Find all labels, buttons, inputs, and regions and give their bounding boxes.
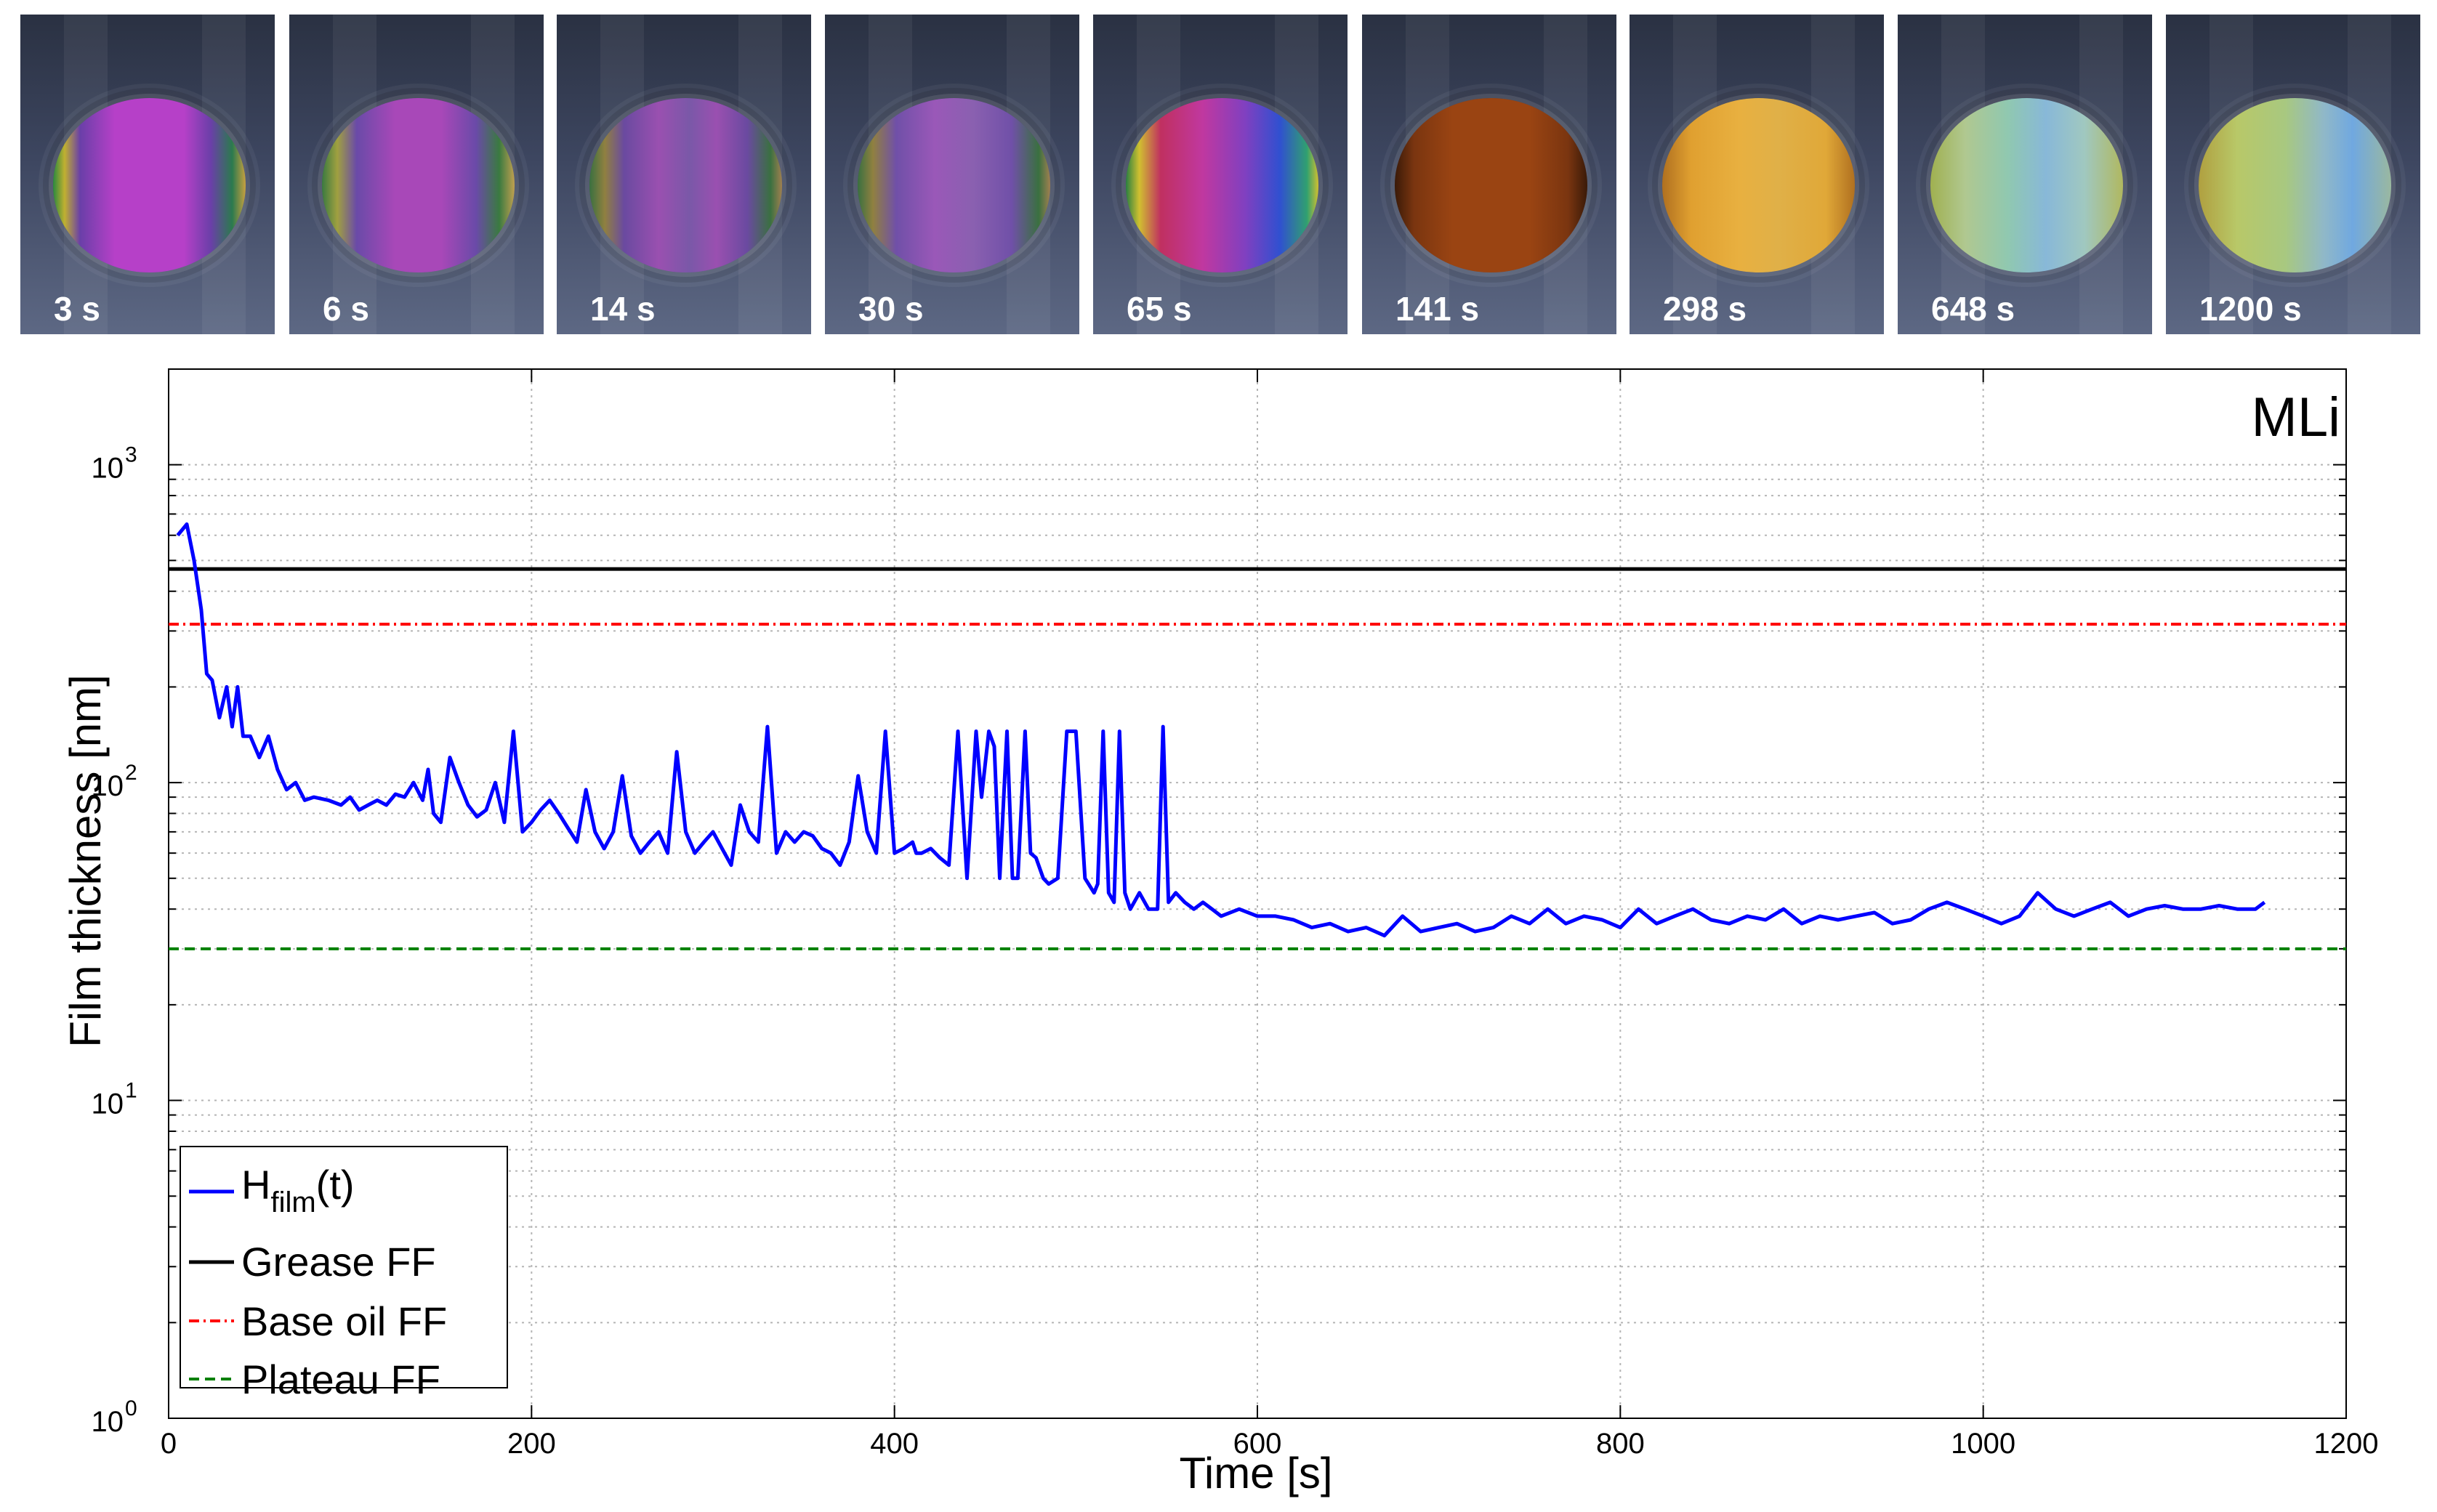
frame-label: 648 s: [1931, 290, 2015, 328]
frame-label: 1200 s: [2199, 290, 2302, 328]
y-tick-exponent: 2: [125, 761, 137, 785]
h-film-series-line: [176, 522, 2266, 938]
y-tick-base: 10: [92, 1088, 124, 1120]
y-tick-base: 10: [92, 453, 124, 485]
y-tick-exponent: 3: [125, 443, 137, 467]
legend-h-main: H: [241, 1162, 270, 1208]
x-tick-label: 200: [507, 1428, 556, 1460]
x-tick-label: 400: [870, 1428, 919, 1460]
legend-box: [180, 1146, 508, 1388]
frame-9: 1200 s: [2166, 15, 2420, 334]
contact-disc: [1930, 98, 2123, 272]
frame-6: 141 s: [1362, 15, 1616, 334]
legend-label-base-oil: Base oil FF: [241, 1298, 447, 1344]
frame-2: 6 s: [289, 15, 544, 334]
legend-label-grease: Grease FF: [241, 1239, 436, 1285]
frame-8: 648 s: [1898, 15, 2152, 334]
reference-lines: [169, 567, 2346, 950]
y-tick-label: 10: [92, 770, 124, 802]
contact-disc: [1662, 98, 1855, 272]
chart-annotation: MLi: [2252, 387, 2340, 448]
frame-label: 6 s: [323, 290, 369, 328]
x-tick-label: 800: [1596, 1428, 1645, 1460]
legend: Hfilm(t) Grease FF Base oil FF Plateau F…: [180, 1146, 508, 1402]
contact-disc: [589, 98, 782, 272]
y-tick-label: 10: [92, 1406, 124, 1438]
frame-5: 65 s: [1093, 15, 1348, 334]
y-tick-exponent: 0: [125, 1396, 137, 1420]
y-tick-base: 10: [92, 770, 124, 802]
frame-1: 3 s: [20, 15, 275, 334]
legend-h-tail: (t): [316, 1162, 355, 1208]
series-group: [176, 522, 2266, 938]
frame-label: 3 s: [54, 290, 100, 328]
frame-7: 298 s: [1630, 15, 1884, 334]
contact-disc: [53, 98, 246, 272]
y-tick-label: 10: [92, 453, 124, 485]
y-axis-label: Film thickness [nm]: [61, 674, 110, 1047]
frame-label: 65 s: [1127, 290, 1192, 328]
grid-lines: [169, 369, 2346, 1418]
x-axis-label: Time [s]: [1179, 1449, 1332, 1497]
y-tick-label: 10: [92, 1088, 124, 1120]
contact-disc: [2199, 98, 2391, 272]
axis-ticks: [168, 369, 2347, 1418]
frame-label: 30 s: [858, 290, 924, 328]
y-tick-base: 10: [92, 1406, 124, 1438]
x-tick-labels: 0 200 400 600 800 1000 1200: [161, 1428, 2379, 1460]
legend-h-sub: film: [270, 1186, 315, 1218]
y-tick-exponent: 1: [125, 1079, 137, 1103]
frame-label: 14 s: [590, 290, 656, 328]
image-strip: 3 s 6 s 14 s 30 s 65 s 141 s 298 s 648 s 1200 s: [0, 0, 2437, 341]
contact-disc: [1395, 98, 1587, 272]
legend-label-h-film: Hfilm(t): [241, 1162, 355, 1218]
frame-label: 298 s: [1663, 290, 1747, 328]
frame-label: 141 s: [1395, 290, 1480, 328]
frame-4: 30 s: [825, 15, 1079, 334]
contact-disc: [1126, 98, 1318, 272]
x-tick-label: 600: [1233, 1428, 1282, 1460]
x-tick-label: 1200: [2314, 1428, 2379, 1460]
contact-disc: [858, 98, 1050, 272]
x-tick-label: 1000: [1951, 1428, 2015, 1460]
x-tick-label: 0: [161, 1428, 177, 1460]
frame-3: 14 s: [557, 15, 811, 334]
contact-disc: [322, 98, 515, 272]
legend-label-plateau: Plateau FF: [241, 1357, 440, 1402]
